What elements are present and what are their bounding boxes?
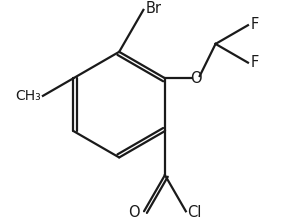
Text: F: F <box>250 55 258 70</box>
Text: Br: Br <box>145 1 161 16</box>
Text: Cl: Cl <box>188 205 202 220</box>
Text: F: F <box>250 17 258 32</box>
Text: O: O <box>128 205 140 220</box>
Text: CH₃: CH₃ <box>15 89 41 103</box>
Text: O: O <box>190 71 202 86</box>
